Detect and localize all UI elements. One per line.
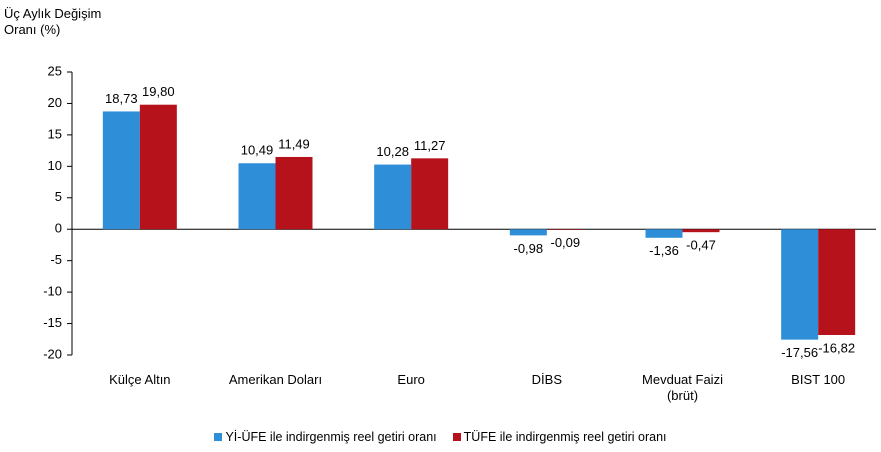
bar: [275, 156, 313, 230]
bar: [645, 229, 683, 238]
value-label: -0,09: [551, 235, 581, 250]
legend-swatch: [214, 433, 223, 441]
value-label: -17,56: [781, 345, 818, 360]
legend-label: TÜFE ile indirgenmiş reel getiri oranı: [463, 430, 667, 444]
x-tick-label: BIST 100: [791, 372, 846, 387]
y-tick-label: 20: [48, 95, 62, 110]
y-tick-label: 5: [55, 189, 62, 204]
legend-item: Yİ-ÜFE ile indirgenmiş reel getiri oranı: [214, 430, 437, 444]
bar: [238, 163, 276, 230]
bar: [102, 111, 140, 230]
bar: [374, 164, 412, 230]
value-label: 11,27: [414, 138, 446, 153]
bar: [546, 229, 584, 230]
bar: [682, 229, 720, 233]
bar: [818, 229, 856, 336]
legend-label: Yİ-ÜFE ile indirgenmiş reel getiri oranı: [225, 430, 437, 444]
y-axis-title: Üç Aylık Değişim Oranı (%): [4, 6, 102, 37]
bar: [139, 104, 177, 230]
y-tick-label: 10: [48, 158, 62, 173]
value-label: 10,49: [241, 143, 274, 158]
x-tick-label: Külçe Altın: [109, 372, 171, 387]
legend: Yİ-ÜFE ile indirgenmiş reel getiri oranı…: [0, 430, 881, 444]
y-tick-label: -10: [43, 284, 62, 299]
value-label: 19,80: [142, 84, 175, 99]
y-tick-label: 15: [48, 126, 62, 141]
x-tick-label: Amerikan Doları: [228, 372, 323, 387]
value-label: -16,82: [818, 340, 855, 355]
y-tick-label: -20: [43, 346, 62, 361]
bar: [411, 158, 449, 230]
bar: [509, 229, 547, 236]
value-label: 11,49: [278, 136, 310, 151]
value-label: -1,36: [649, 243, 679, 258]
x-tick-label: Mevduat Faizi (brüt): [642, 372, 723, 403]
y-tick-label: -5: [50, 252, 62, 267]
value-label: 10,28: [376, 144, 409, 159]
legend-swatch: [452, 433, 461, 441]
value-label: 18,73: [105, 91, 138, 106]
legend-item: TÜFE ile indirgenmiş reel getiri oranı: [452, 430, 667, 444]
value-label: -0,47: [686, 238, 716, 253]
y-tick-label: 0: [55, 221, 62, 236]
value-label: -0,98: [514, 241, 544, 256]
bar: [781, 229, 819, 340]
y-tick-label: -15: [43, 315, 62, 330]
x-tick-label: Euro: [397, 372, 425, 387]
x-tick-label: DİBS: [531, 372, 562, 387]
y-tick-label: 25: [48, 63, 62, 78]
